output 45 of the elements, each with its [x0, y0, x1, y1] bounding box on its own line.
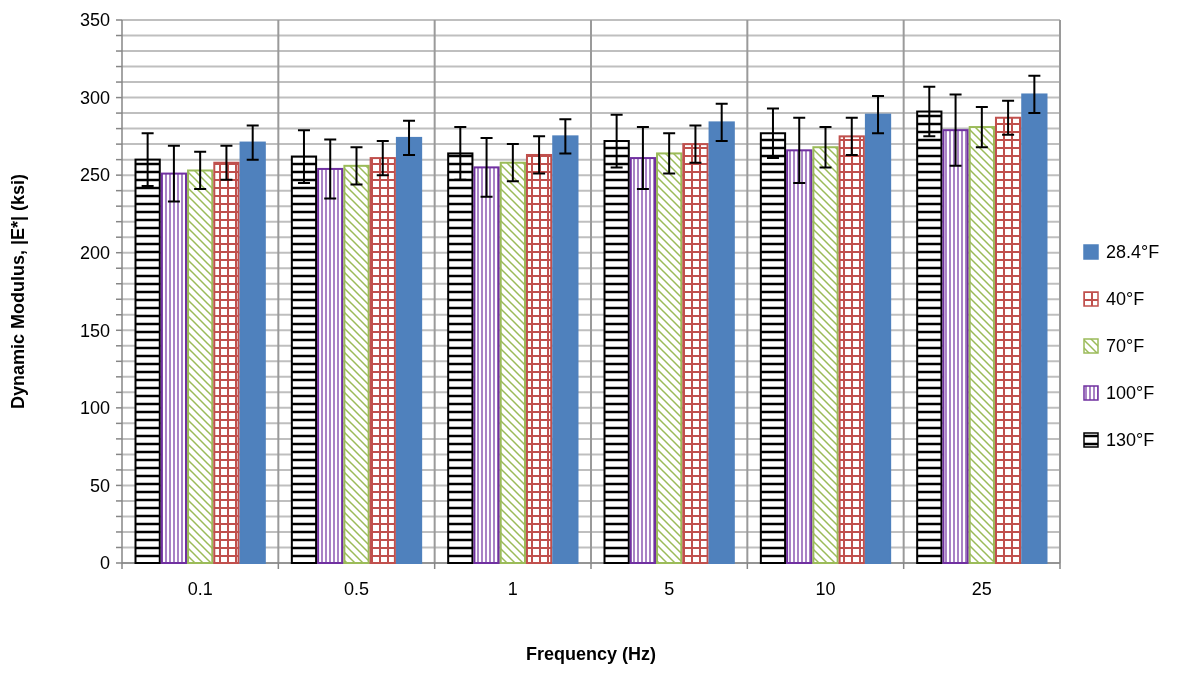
- y-tick-label: 250: [79, 165, 110, 186]
- y-tick-label: 350: [79, 10, 110, 31]
- bar: [499, 161, 526, 564]
- bar: [629, 157, 657, 564]
- bar: [552, 135, 579, 564]
- x-tick-label: 0.1: [187, 579, 213, 599]
- bar: [708, 121, 735, 564]
- legend-label: 100°F: [1106, 383, 1155, 404]
- legend-label: 40°F: [1106, 289, 1145, 310]
- legend-label: 130°F: [1106, 430, 1155, 451]
- x-tick-label: 10: [815, 579, 836, 599]
- bar: [317, 167, 344, 564]
- bar: [656, 152, 683, 564]
- bar: [994, 116, 1022, 564]
- bar: [473, 166, 500, 564]
- bar: [343, 164, 370, 564]
- bar: [812, 146, 839, 564]
- bar: [838, 135, 865, 564]
- bar: [786, 149, 813, 564]
- bar: [369, 157, 396, 564]
- bar: [395, 136, 423, 564]
- bar: [239, 141, 266, 564]
- y-tick-label: 200: [79, 243, 110, 264]
- bar: [942, 129, 969, 564]
- bar: [525, 153, 553, 564]
- legend-label: 28.4°F: [1106, 242, 1160, 263]
- y-tick-label: 0: [99, 553, 110, 574]
- legend-label: 70°F: [1106, 336, 1145, 357]
- x-axis-title: Frequency (Hz): [525, 644, 657, 664]
- y-axis-title: Dynamic Modulus, |E*| (ksi): [8, 173, 28, 410]
- x-tick-label: 5: [664, 579, 675, 599]
- bar: [187, 169, 214, 564]
- x-tick-label: 25: [971, 579, 992, 599]
- bar: [213, 161, 240, 564]
- bar: [864, 113, 892, 564]
- x-tick-label: 1: [507, 579, 518, 599]
- y-tick-label: 50: [89, 475, 110, 496]
- y-tick-label: 100: [79, 398, 110, 419]
- y-tick-label: 300: [79, 87, 110, 108]
- bar: [160, 172, 188, 564]
- bar: [968, 126, 995, 564]
- x-tick-label: 0.5: [343, 579, 370, 599]
- bar: [682, 143, 709, 564]
- bar: [1021, 93, 1048, 564]
- y-tick-label: 150: [79, 320, 110, 341]
